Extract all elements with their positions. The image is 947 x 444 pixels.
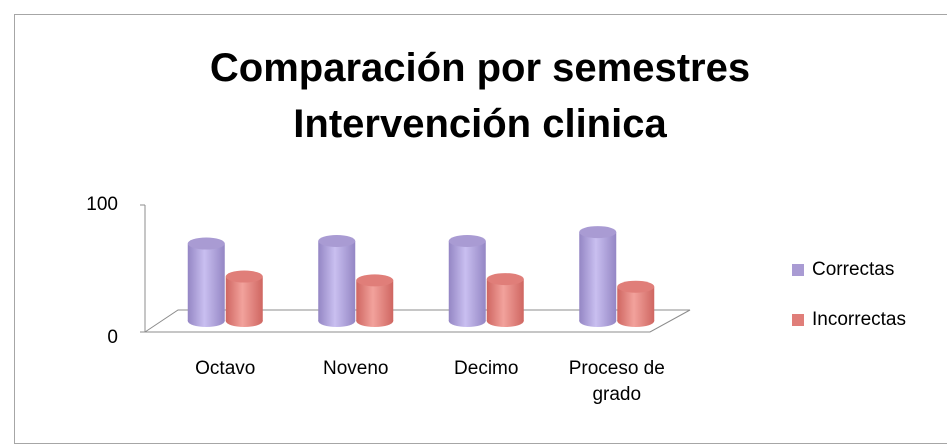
cylinder-bottom: [617, 315, 655, 327]
cylinder: [318, 234, 356, 327]
legend-label: Correctas: [812, 259, 894, 280]
y-tick-label: 100: [86, 194, 118, 215]
x-tick-label: Noveno: [323, 358, 389, 379]
cylinder-bottom: [225, 315, 263, 327]
legend-label: Incorrectas: [812, 309, 906, 330]
cylinder-bottom: [187, 315, 225, 327]
cylinder-bottom: [448, 315, 486, 327]
cylinder-top: [225, 270, 263, 283]
cylinder-bottom: [318, 315, 356, 327]
floor: [143, 309, 691, 333]
cylinder-body: [579, 232, 617, 321]
cylinder-body: [187, 243, 225, 321]
cylinder-bottom: [579, 315, 617, 327]
cylinder: [579, 226, 617, 327]
cylinder-top: [448, 234, 486, 247]
cylinder-bottom: [486, 315, 524, 327]
cylinder: [486, 273, 524, 327]
cylinder-top: [318, 234, 356, 247]
cylinder: [225, 270, 263, 327]
cylinder-top: [486, 273, 524, 286]
chart-title: Comparación por semestres Intervención c…: [209, 46, 751, 146]
legend-swatch: [792, 264, 804, 276]
chart: 0 100 Correctas Incorrectas: [86, 194, 906, 348]
x-tick-label: Decimo: [454, 358, 519, 379]
cylinder-body: [448, 240, 486, 321]
y-tick-label: 0: [107, 327, 118, 348]
cylinder-top: [579, 226, 617, 239]
cylinder-top: [617, 280, 655, 293]
cylinder: [356, 274, 394, 327]
cylinder-bottom: [356, 315, 394, 327]
page: Comparación por semestres Intervención c…: [14, 14, 947, 444]
cylinder-body: [486, 279, 524, 321]
cylinder-body: [225, 276, 263, 321]
cylinder-top: [187, 237, 225, 250]
cylinder: [617, 280, 655, 327]
cylinder-top: [356, 274, 394, 287]
cylinder: [448, 234, 486, 327]
cylinder-body: [318, 240, 356, 321]
x-tick-label: Octavo: [195, 358, 256, 379]
x-tick-label: Proceso de grado: [568, 358, 665, 405]
legend-swatch: [792, 314, 804, 326]
cylinder: [187, 237, 225, 327]
cylinder-body: [356, 280, 394, 321]
